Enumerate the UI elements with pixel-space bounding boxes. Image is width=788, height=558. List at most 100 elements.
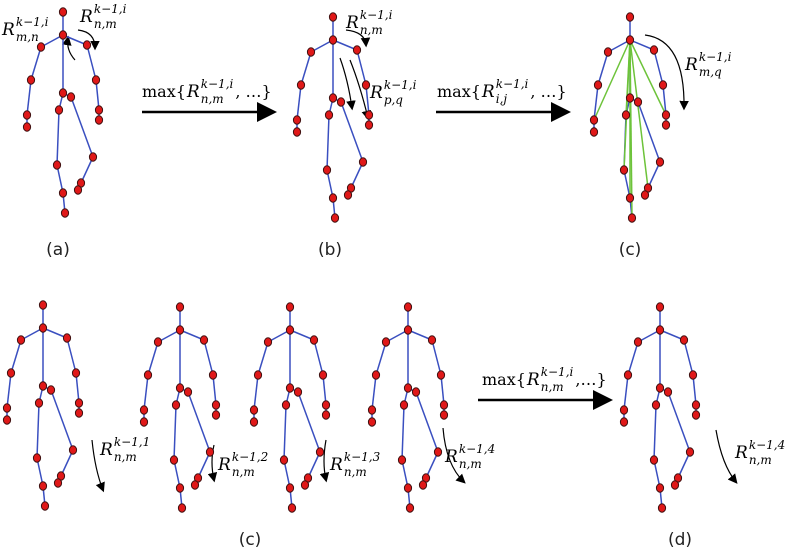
- joint: [58, 88, 68, 98]
- joint: [139, 417, 149, 427]
- joint: [292, 127, 302, 137]
- joint: [655, 302, 665, 312]
- joint: [633, 337, 643, 347]
- joint: [190, 480, 200, 490]
- superscript: k−1,i: [496, 77, 529, 91]
- bone: [203, 339, 214, 376]
- joint: [655, 157, 665, 167]
- bone: [70, 96, 94, 158]
- bone: [50, 389, 74, 451]
- symbol: R: [345, 13, 359, 33]
- joint: [627, 213, 637, 223]
- joint: [292, 115, 302, 125]
- bone: [26, 79, 32, 116]
- joint: [91, 75, 101, 85]
- bone: [350, 161, 364, 189]
- joint: [589, 115, 599, 125]
- joint: [364, 110, 374, 120]
- joint: [82, 40, 92, 50]
- joint: [285, 483, 295, 493]
- relation-line: [629, 39, 667, 116]
- symbol: R: [1, 20, 15, 40]
- operator-prefix: max{: [482, 370, 526, 389]
- bone: [143, 374, 149, 411]
- bone: [66, 337, 77, 374]
- symbol: R: [526, 370, 540, 390]
- bone: [326, 114, 330, 171]
- bone: [313, 339, 324, 376]
- joint: [343, 190, 353, 200]
- bone: [197, 451, 211, 479]
- bone: [371, 374, 377, 411]
- panel-label: (a): [46, 240, 70, 260]
- joint: [36, 42, 46, 52]
- bone: [147, 341, 159, 376]
- joint: [46, 385, 56, 395]
- joint: [663, 387, 673, 397]
- joint: [175, 483, 185, 493]
- bone: [597, 51, 609, 86]
- relation-line: [629, 39, 649, 189]
- joint: [175, 302, 185, 312]
- bone: [300, 51, 312, 86]
- superscript: k−1,3: [344, 450, 381, 464]
- bone: [253, 374, 259, 411]
- joint: [205, 447, 215, 457]
- joint: [58, 7, 68, 17]
- joint: [619, 165, 629, 175]
- bone: [375, 341, 387, 376]
- bone: [212, 374, 217, 406]
- bone: [356, 49, 367, 86]
- joint: [68, 445, 78, 455]
- superscript: k−1,i: [384, 78, 417, 92]
- symbol: R: [217, 455, 231, 475]
- joint: [309, 335, 319, 345]
- joint: [685, 447, 695, 457]
- bone: [283, 459, 291, 489]
- joint: [403, 325, 413, 335]
- bone: [60, 449, 74, 477]
- relation-line: [593, 39, 631, 121]
- joint: [603, 47, 613, 57]
- bone: [647, 161, 661, 189]
- joint: [661, 120, 671, 130]
- joint: [328, 193, 338, 203]
- joint: [418, 480, 428, 490]
- joint: [679, 335, 689, 345]
- joint: [22, 122, 32, 132]
- bone: [30, 46, 42, 81]
- subscript: n,m: [459, 457, 482, 471]
- bone: [407, 329, 433, 341]
- joint: [306, 47, 316, 57]
- bone: [173, 459, 181, 489]
- bone: [593, 84, 599, 121]
- joint: [2, 403, 12, 413]
- joint: [139, 405, 149, 415]
- bone: [307, 451, 321, 479]
- joint: [403, 483, 413, 493]
- joint: [38, 300, 48, 310]
- joint: [593, 80, 603, 90]
- subscript: n,m: [541, 380, 564, 394]
- joint: [328, 35, 338, 45]
- joint: [177, 503, 187, 513]
- skeletons: [2, 7, 701, 513]
- skeleton: [2, 300, 84, 511]
- bone: [296, 84, 302, 121]
- bone: [297, 391, 321, 453]
- joint: [589, 127, 599, 137]
- bone: [173, 404, 177, 461]
- joint: [285, 383, 295, 393]
- joint: [328, 93, 338, 103]
- bone: [431, 339, 442, 376]
- joint: [16, 335, 26, 345]
- joint: [175, 325, 185, 335]
- joint: [321, 400, 331, 410]
- joint: [433, 447, 443, 457]
- bone: [627, 341, 639, 376]
- joint: [439, 410, 449, 420]
- joint: [399, 400, 409, 410]
- superscript: k−1,i: [360, 8, 393, 22]
